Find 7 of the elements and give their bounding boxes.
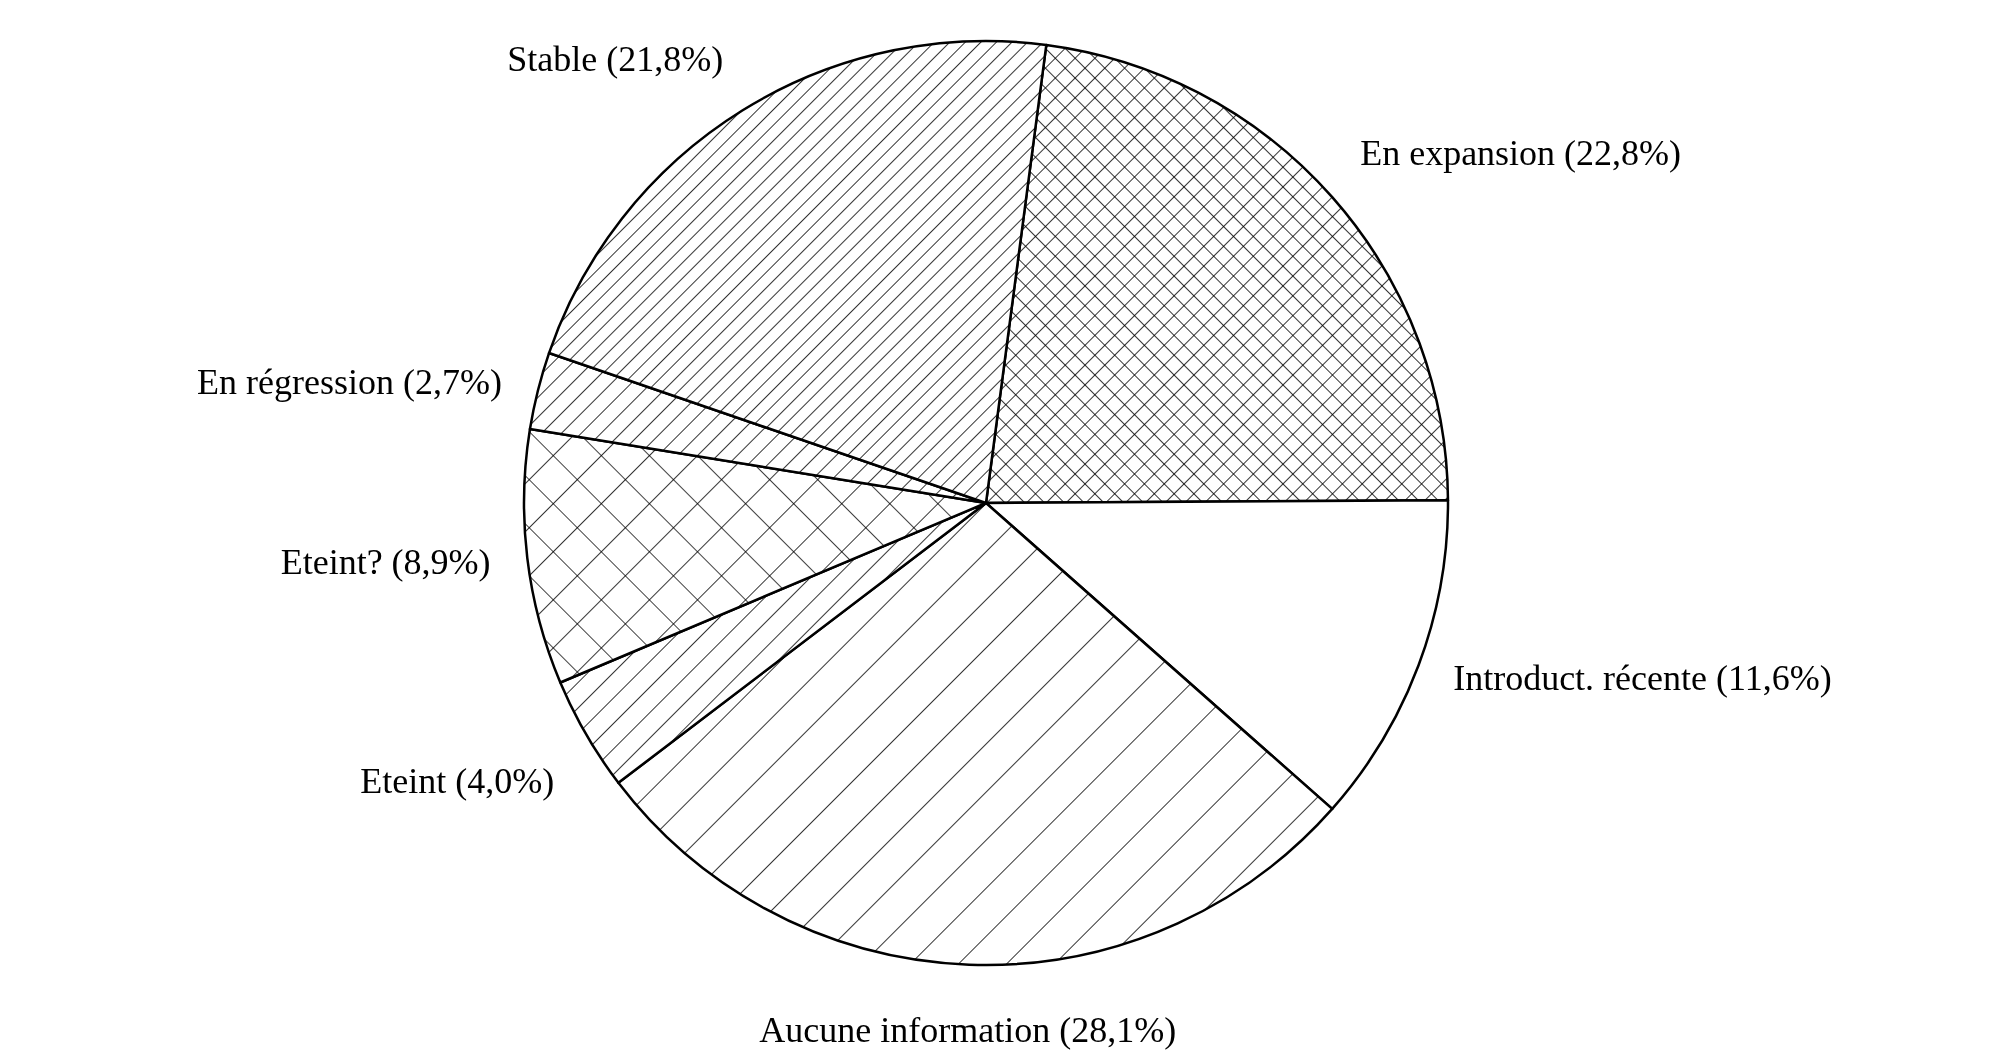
slice-label: Introduct. récente (11,6%) [1453, 658, 1832, 699]
slice-label: En régression (2,7%) [197, 361, 503, 402]
slice-label: En expansion (22,8%) [1360, 132, 1682, 173]
slice-label: Stable (21,8%) [507, 38, 724, 79]
slice-label: Aucune information (28,1%) [759, 1009, 1177, 1050]
slice-label: Eteint? (8,9%) [280, 542, 491, 583]
slice-label: Eteint (4,0%) [360, 760, 555, 801]
